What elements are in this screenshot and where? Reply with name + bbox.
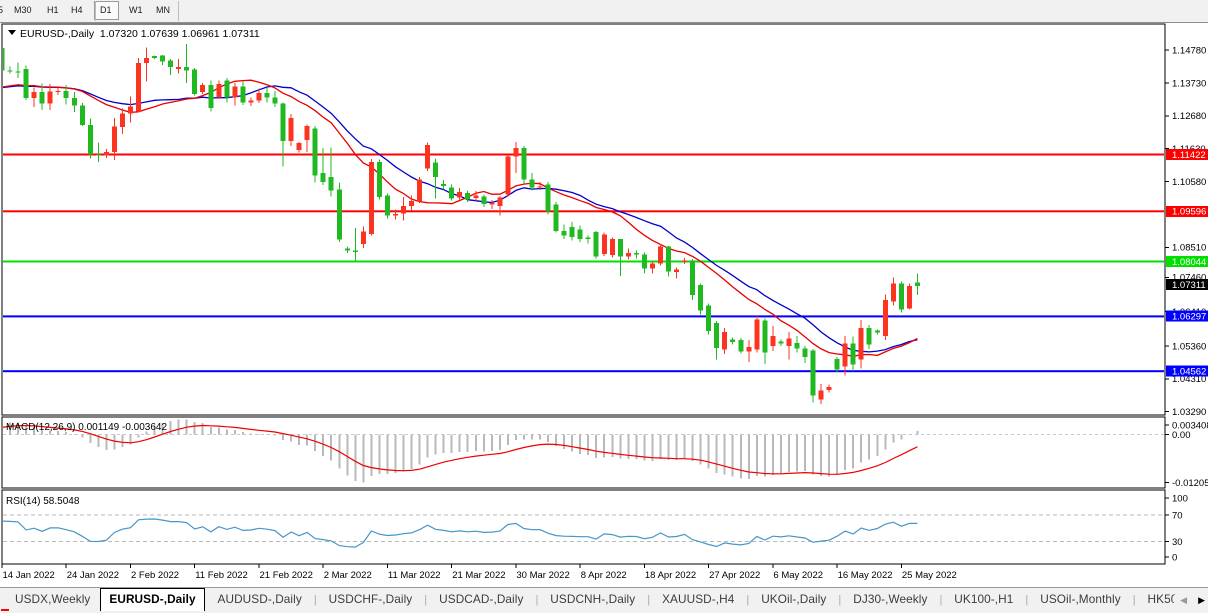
svg-text:11 Mar 2022: 11 Mar 2022 [388,570,441,581]
svg-text:30 Mar 2022: 30 Mar 2022 [516,570,569,581]
svg-text:1.09596: 1.09596 [1172,207,1206,218]
svg-text:1.04562: 1.04562 [1172,366,1206,377]
svg-text:14 Jan 2022: 14 Jan 2022 [3,570,55,581]
svg-text:1.11422: 1.11422 [1172,150,1206,161]
svg-text:1.12680: 1.12680 [1172,111,1206,122]
svg-text:1.08044: 1.08044 [1172,257,1206,268]
svg-text:2 Mar 2022: 2 Mar 2022 [324,570,372,581]
svg-text:21 Mar 2022: 21 Mar 2022 [452,570,505,581]
svg-text:27 Apr 2022: 27 Apr 2022 [709,570,760,581]
svg-text:16 May 2022: 16 May 2022 [838,570,893,581]
svg-text:8 Apr 2022: 8 Apr 2022 [581,570,627,581]
svg-text:RSI(14) 58.5048: RSI(14) 58.5048 [6,496,80,507]
svg-text:EURUSD-,Daily 1.07320 1.07639: EURUSD-,Daily 1.07320 1.07639 1.06961 1.… [20,28,260,40]
svg-text:100: 100 [1172,493,1188,504]
svg-text:1.06297: 1.06297 [1172,312,1206,323]
svg-text:18 Apr 2022: 18 Apr 2022 [645,570,696,581]
svg-text:1.04310: 1.04310 [1172,374,1206,385]
svg-text:1.05360: 1.05360 [1172,341,1206,352]
svg-text:1.14780: 1.14780 [1172,45,1206,56]
svg-text:MACD(12,26,9) 0.001149 -0.0036: MACD(12,26,9) 0.001149 -0.003642 [6,422,167,433]
svg-text:0.00: 0.00 [1172,430,1191,441]
svg-text:11 Feb 2022: 11 Feb 2022 [195,570,248,581]
svg-text:25 May 2022: 25 May 2022 [902,570,957,581]
svg-text:1.03290: 1.03290 [1172,407,1206,418]
svg-text:1.07460: 1.07460 [1172,273,1206,284]
svg-text:1.08510: 1.08510 [1172,243,1206,254]
svg-text:0.003408: 0.003408 [1172,420,1208,431]
svg-text:1.13730: 1.13730 [1172,78,1206,89]
svg-text:21 Feb 2022: 21 Feb 2022 [260,570,313,581]
svg-text:0: 0 [1172,552,1177,563]
svg-text:2 Feb 2022: 2 Feb 2022 [131,570,179,581]
svg-text:70: 70 [1172,510,1183,521]
svg-text:-0.012058: -0.012058 [1172,478,1208,489]
svg-text:30: 30 [1172,537,1183,548]
svg-text:1.10580: 1.10580 [1172,177,1206,188]
svg-text:24 Jan 2022: 24 Jan 2022 [67,570,119,581]
svg-text:1.07311: 1.07311 [1172,280,1206,291]
svg-text:6 May 2022: 6 May 2022 [773,570,823,581]
